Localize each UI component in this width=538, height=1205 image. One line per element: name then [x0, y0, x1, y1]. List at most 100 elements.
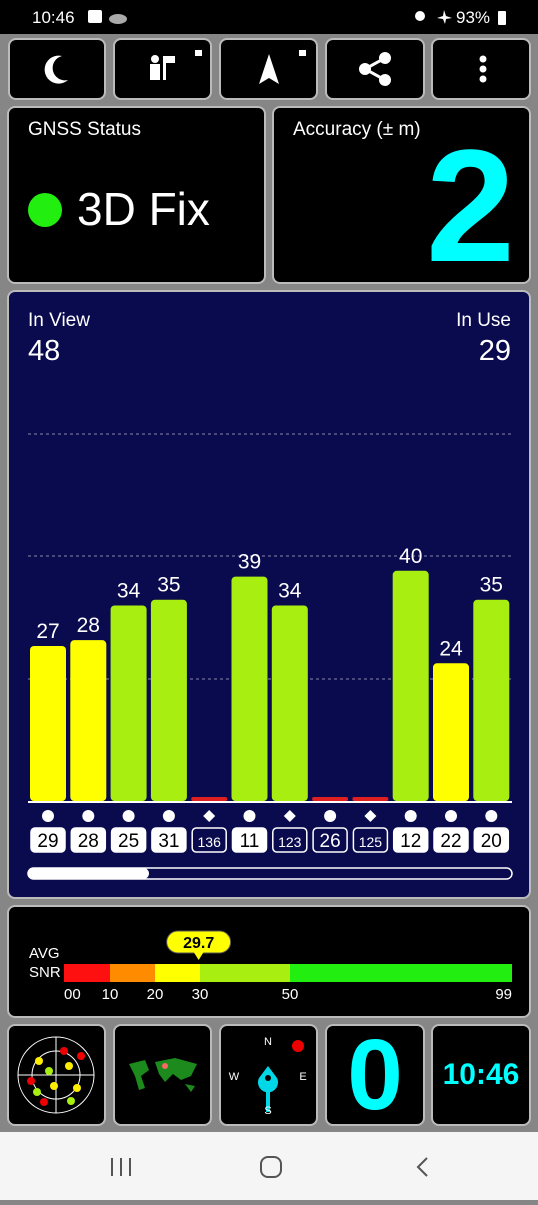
satellite-id-box [231, 827, 268, 853]
snr-label: 35 [157, 574, 180, 597]
satellite-id: 22 [440, 831, 461, 852]
constellation-marker [122, 810, 135, 822]
share-button[interactable] [325, 38, 425, 100]
arrow-icon [259, 50, 306, 84]
speed-tile[interactable]: 0 [325, 1024, 425, 1126]
snr-label: 35 [480, 574, 503, 597]
speed-value: 0 [347, 1019, 403, 1131]
satellite-id: 26 [320, 831, 341, 852]
gnss-status-panel: GNSS Status 3D Fix [7, 106, 266, 284]
menu-button[interactable] [431, 38, 531, 100]
snr-label: 28 [77, 614, 100, 637]
location-button[interactable] [113, 38, 212, 100]
snr-label: 40 [399, 545, 422, 568]
compass-s: S [264, 1105, 271, 1117]
satellite-id: 125 [359, 834, 383, 850]
world-map-icon [125, 1056, 200, 1094]
constellation-marker [404, 810, 417, 822]
satellite-id: 136 [198, 834, 222, 850]
satellite-id: 25 [118, 831, 139, 852]
snr-bar [70, 640, 107, 801]
in-view-label: In View [28, 310, 90, 331]
avg-pointer [193, 952, 204, 960]
status-bar: 10:46 93% [0, 0, 538, 34]
constellation-marker [42, 810, 54, 822]
sky-plot-icon [17, 1036, 95, 1114]
snr-segment [110, 964, 155, 982]
snr-bar [473, 599, 510, 801]
snr-label: 24 [439, 637, 463, 660]
map-tile[interactable] [113, 1024, 212, 1126]
scrollbar-thumb[interactable] [28, 868, 149, 879]
satellite-id-box [110, 827, 147, 853]
status-time: 10:46 [32, 8, 75, 27]
snr-bar [30, 645, 66, 801]
snr-tick-label: 50 [282, 986, 299, 1003]
satellite-panel: In View 48 In Use 29 27 29 28 28 34 25 35 31 136… [7, 290, 531, 899]
satellite-id-box [433, 827, 469, 853]
night-mode-button[interactable] [8, 38, 106, 100]
accuracy-value: 2 [426, 116, 515, 295]
satellite-id-box [352, 827, 389, 853]
avg-value: 29.7 [183, 935, 214, 952]
constellation-marker [445, 810, 457, 822]
share-icon [359, 52, 391, 86]
panel-title: GNSS Status [28, 119, 141, 140]
snr-scale: AVG SNR 00 10 20 30 50 99 29.7 [29, 930, 512, 1003]
constellation-marker [324, 810, 337, 822]
compass-tile[interactable]: N E S W [219, 1024, 318, 1126]
snr-bar [110, 605, 147, 801]
fix-indicator [28, 193, 62, 227]
snr-tick-label: 20 [147, 986, 164, 1003]
snr-label: 39 [238, 551, 261, 574]
battery-icon [498, 11, 506, 25]
satellite-id-box [191, 827, 227, 853]
satellite-id: 11 [240, 831, 260, 852]
satellite-id: 123 [278, 834, 302, 850]
clock-tile[interactable]: 10:46 [431, 1024, 531, 1126]
constellation-marker [283, 810, 296, 822]
snr-label: SNR [29, 964, 61, 981]
constellation-marker [82, 810, 95, 822]
snr-label: 34 [117, 579, 141, 602]
compass-n: N [264, 1036, 272, 1048]
status-icons [88, 10, 127, 24]
snr-bar [392, 570, 429, 801]
radar-tile[interactable] [7, 1024, 106, 1126]
compass-pivot [265, 1075, 271, 1081]
snr-bar [231, 576, 268, 801]
snr-segment [64, 964, 110, 982]
snr-bar [433, 663, 469, 801]
avg-label: AVG [29, 945, 60, 962]
snr-panel: AVG SNR 00 10 20 30 50 99 29.7 [7, 905, 531, 1018]
snr-segment [200, 964, 290, 982]
battery-level: 93% [456, 8, 491, 27]
accuracy-panel: Accuracy (± m) 2 [272, 106, 531, 295]
satellite-id-box [30, 827, 66, 853]
snr-segment [155, 964, 200, 982]
compass-needle-tail [266, 1084, 270, 1112]
snr-bar [150, 599, 187, 801]
fix-status: 3D Fix [77, 183, 210, 235]
person-flag-icon [150, 50, 202, 80]
recents-button[interactable] [111, 1158, 131, 1176]
satellite-id: 28 [78, 831, 99, 852]
snr-label: 27 [36, 620, 59, 643]
constellation-marker [162, 810, 175, 822]
in-use-label: In Use [456, 310, 511, 331]
snr-bar [271, 605, 308, 801]
navigation-bar [0, 1132, 538, 1200]
back-button[interactable] [416, 1157, 428, 1177]
in-view-count: 48 [28, 335, 60, 367]
satellite-id: 29 [37, 831, 58, 852]
snr-tick-label: 00 [64, 986, 81, 1003]
no-signal-bar [191, 797, 228, 801]
home-button[interactable] [260, 1156, 282, 1178]
no-signal-bar [312, 797, 349, 801]
snr-tick-label: 30 [192, 986, 209, 1003]
satellite-id-box [392, 827, 429, 853]
snr-label: 34 [278, 579, 302, 602]
navigate-button[interactable] [219, 38, 318, 100]
